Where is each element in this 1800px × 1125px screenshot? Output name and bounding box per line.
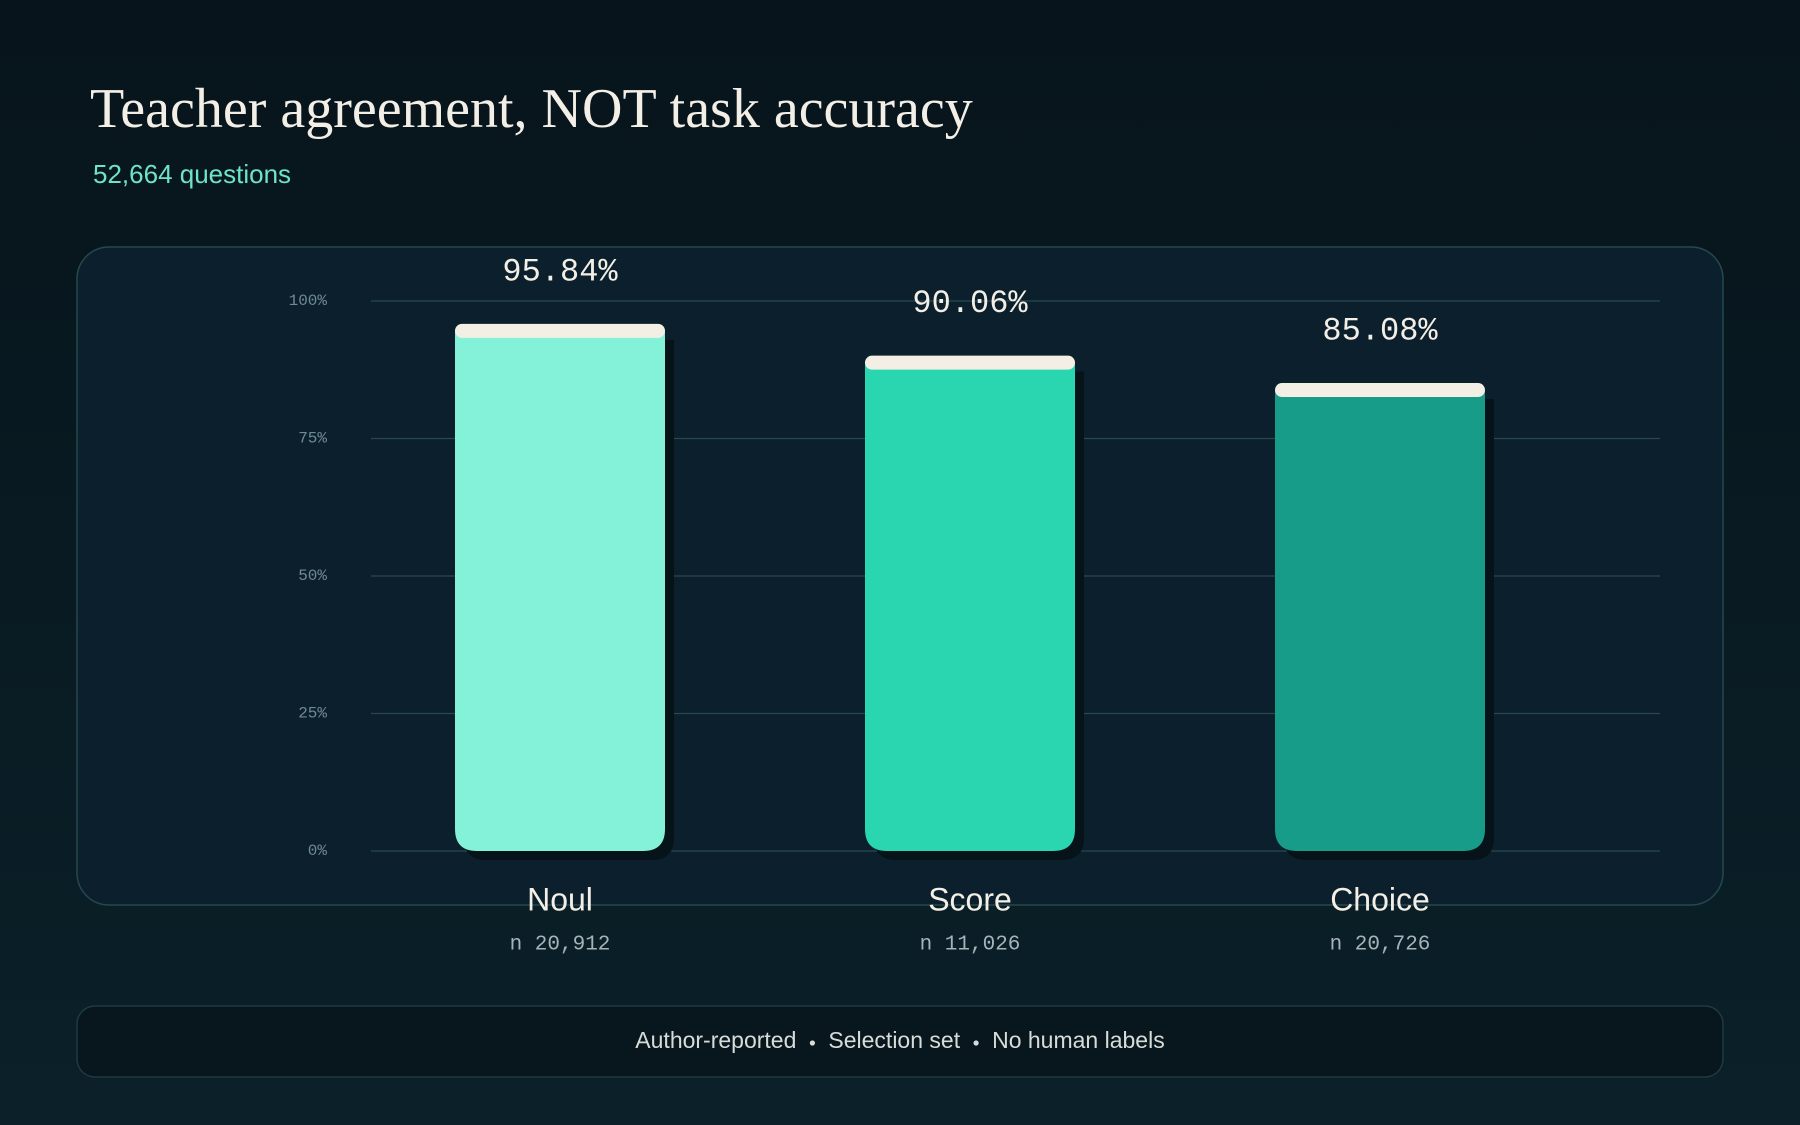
category-label: Score [928,881,1012,917]
plot: 0% 25% 50% 75% 100% 95.84% Noul n 20,912 90.06% S… [289,253,1660,957]
y-tick-label: 75% [298,430,327,448]
footnote: Author-reported [635,1027,796,1053]
bar [865,362,1075,851]
y-tick-label: 0% [308,842,328,860]
bar-cap [1275,383,1485,398]
footer-panel [76,1005,1724,1078]
y-tick-label: 100% [289,292,328,310]
separator-dot [973,1040,979,1046]
y-tick-label: 25% [298,705,327,723]
value-label: 90.06% [912,285,1028,322]
footer: Author-reported Selection set No human lab… [635,1027,1164,1053]
bar [455,330,665,851]
sample-size-label: n 11,026 [920,934,1021,957]
bar-cap [455,323,665,338]
footnote: Selection set [828,1027,960,1053]
sample-size-label: n 20,726 [1330,934,1431,957]
chart-title: Teacher agreement, NOT task accuracy [90,78,973,140]
bar [1275,390,1485,851]
category-label: Noul [527,881,593,917]
footnote: No human labels [992,1027,1165,1053]
separator-dot [809,1040,815,1046]
value-label: 95.84% [502,253,618,290]
category-label: Choice [1330,881,1430,917]
y-tick-label: 50% [298,567,327,585]
value-label: 85.08% [1322,313,1438,350]
sample-size-label: n 20,912 [510,934,611,957]
bar-cap [865,355,1075,370]
chart-subtitle: 52,664 questions [93,159,291,189]
